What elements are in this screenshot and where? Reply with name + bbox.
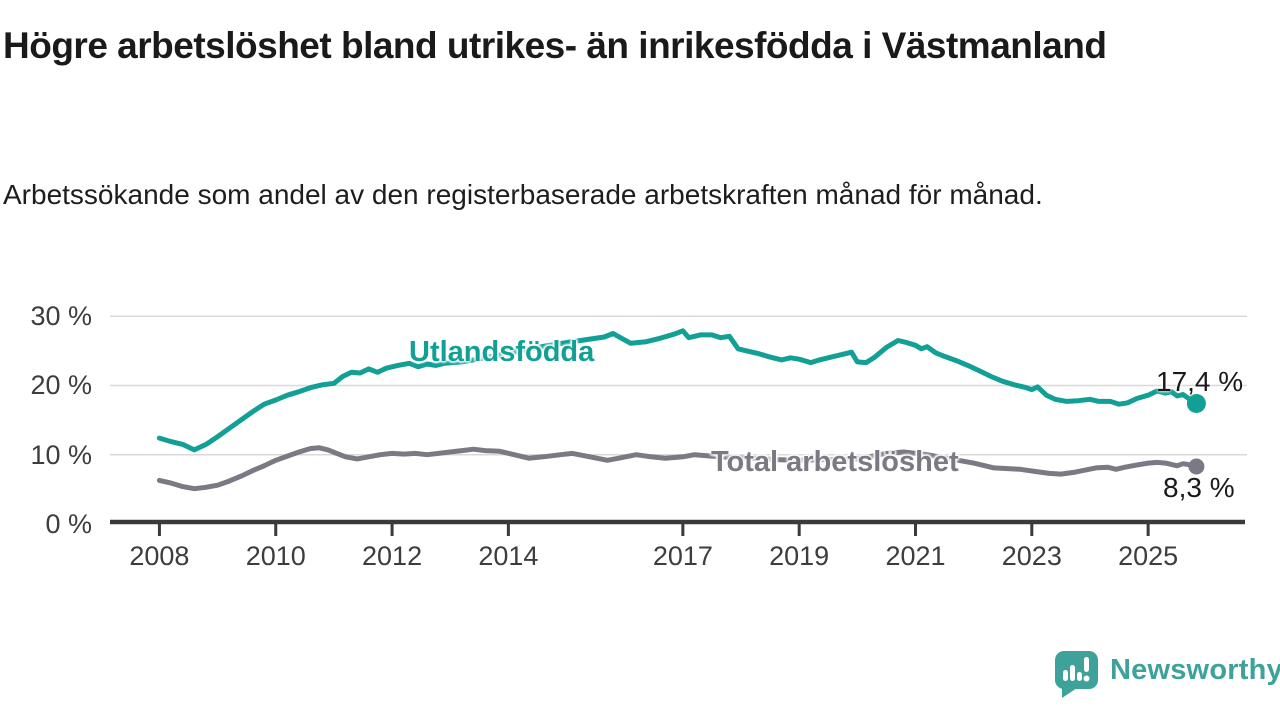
y-axis-tick-label: 0 % <box>45 509 92 539</box>
x-axis-tick-label: 2017 <box>652 541 713 571</box>
series-label-total-arbetsloshet: Total arbetslöshet <box>711 446 959 478</box>
x-axis-tick-label: 2008 <box>129 541 190 571</box>
y-axis-tick-label: 30 % <box>30 301 92 332</box>
line-chart <box>110 315 1247 536</box>
series-endpoint-dot <box>1188 458 1205 475</box>
end-value-label-total: 8,3 % <box>1163 472 1235 503</box>
y-axis-tick-label: 10 % <box>30 439 92 470</box>
page-title: Högre arbetslöshet bland utrikes- än inr… <box>3 25 1107 66</box>
newsworthy-brand-text: Newsworthy <box>1110 653 1280 686</box>
x-axis-tick-label: 2012 <box>362 541 423 571</box>
y-axis-tick-label: 20 % <box>30 370 92 401</box>
x-axis-tick-label: 2014 <box>478 541 539 571</box>
x-axis-tick-label: 2025 <box>1118 541 1179 571</box>
series-label-utlandsfodda: Utlandsfödda <box>409 336 595 368</box>
x-axis-tick-label: 2019 <box>769 541 830 571</box>
series-endpoint-dot <box>1186 393 1206 413</box>
newsworthy-speech-bubble-bar-chart-icon <box>1055 651 1098 698</box>
chart-subtitle: Arbetssökande som andel av den registerb… <box>3 179 1043 210</box>
series-line-total-arbetsloshet <box>156 445 1199 492</box>
newsworthy-logo[interactable]: Newsworthy <box>1054 649 1280 699</box>
x-axis-tick-label: 2023 <box>1001 541 1062 571</box>
series-line-utlandsfodda <box>156 328 1199 453</box>
end-value-label-utlandsfodda: 17,4 % <box>1156 366 1244 397</box>
x-axis-tick-label: 2021 <box>885 541 946 571</box>
x-axis-tick-label: 2010 <box>245 541 306 571</box>
